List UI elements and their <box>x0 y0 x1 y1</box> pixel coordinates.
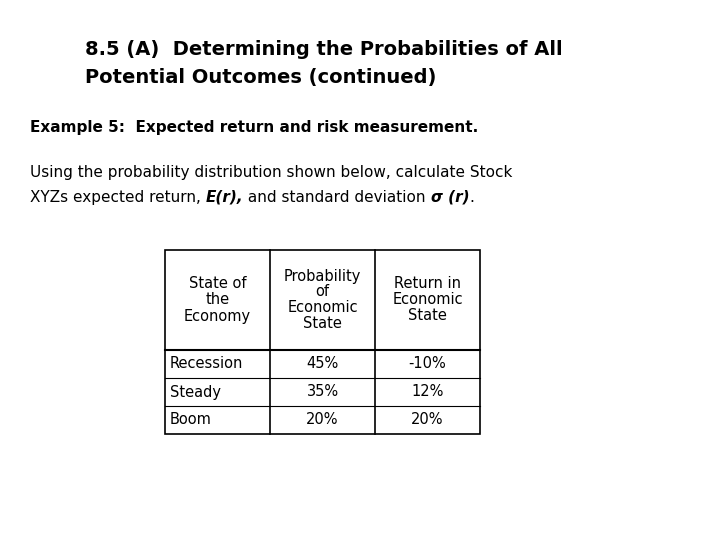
Text: 8.5 (A)  Determining the Probabilities of All: 8.5 (A) Determining the Probabilities of… <box>85 40 562 59</box>
Text: XYZs expected return,: XYZs expected return, <box>30 190 206 205</box>
Text: Economic: Economic <box>392 293 463 307</box>
Text: Economic: Economic <box>287 300 358 315</box>
Text: Probability: Probability <box>284 268 361 284</box>
Text: State: State <box>303 316 342 332</box>
Text: Example 5:  Expected return and risk measurement.: Example 5: Expected return and risk meas… <box>30 120 478 135</box>
Text: .: . <box>469 190 474 205</box>
Text: Recession: Recession <box>170 356 243 372</box>
Text: Economy: Economy <box>184 308 251 323</box>
Bar <box>165 250 480 434</box>
Text: State: State <box>408 308 447 323</box>
Text: the: the <box>205 293 230 307</box>
Text: -10%: -10% <box>409 356 446 372</box>
Text: 20%: 20% <box>306 413 338 428</box>
Text: 45%: 45% <box>307 356 338 372</box>
Text: of: of <box>315 285 330 300</box>
Text: 20%: 20% <box>411 413 444 428</box>
Text: E(r),: E(r), <box>206 190 243 205</box>
Text: Boom: Boom <box>170 413 212 428</box>
Text: 35%: 35% <box>307 384 338 400</box>
Text: 12%: 12% <box>411 384 444 400</box>
Text: Using the probability distribution shown below, calculate Stock: Using the probability distribution shown… <box>30 165 513 180</box>
Text: Return in: Return in <box>394 276 461 292</box>
Text: State of: State of <box>189 276 246 292</box>
Text: and standard deviation: and standard deviation <box>243 190 431 205</box>
Text: Steady: Steady <box>170 384 221 400</box>
Text: Potential Outcomes (continued): Potential Outcomes (continued) <box>85 68 436 87</box>
Text: σ (r): σ (r) <box>431 190 469 205</box>
